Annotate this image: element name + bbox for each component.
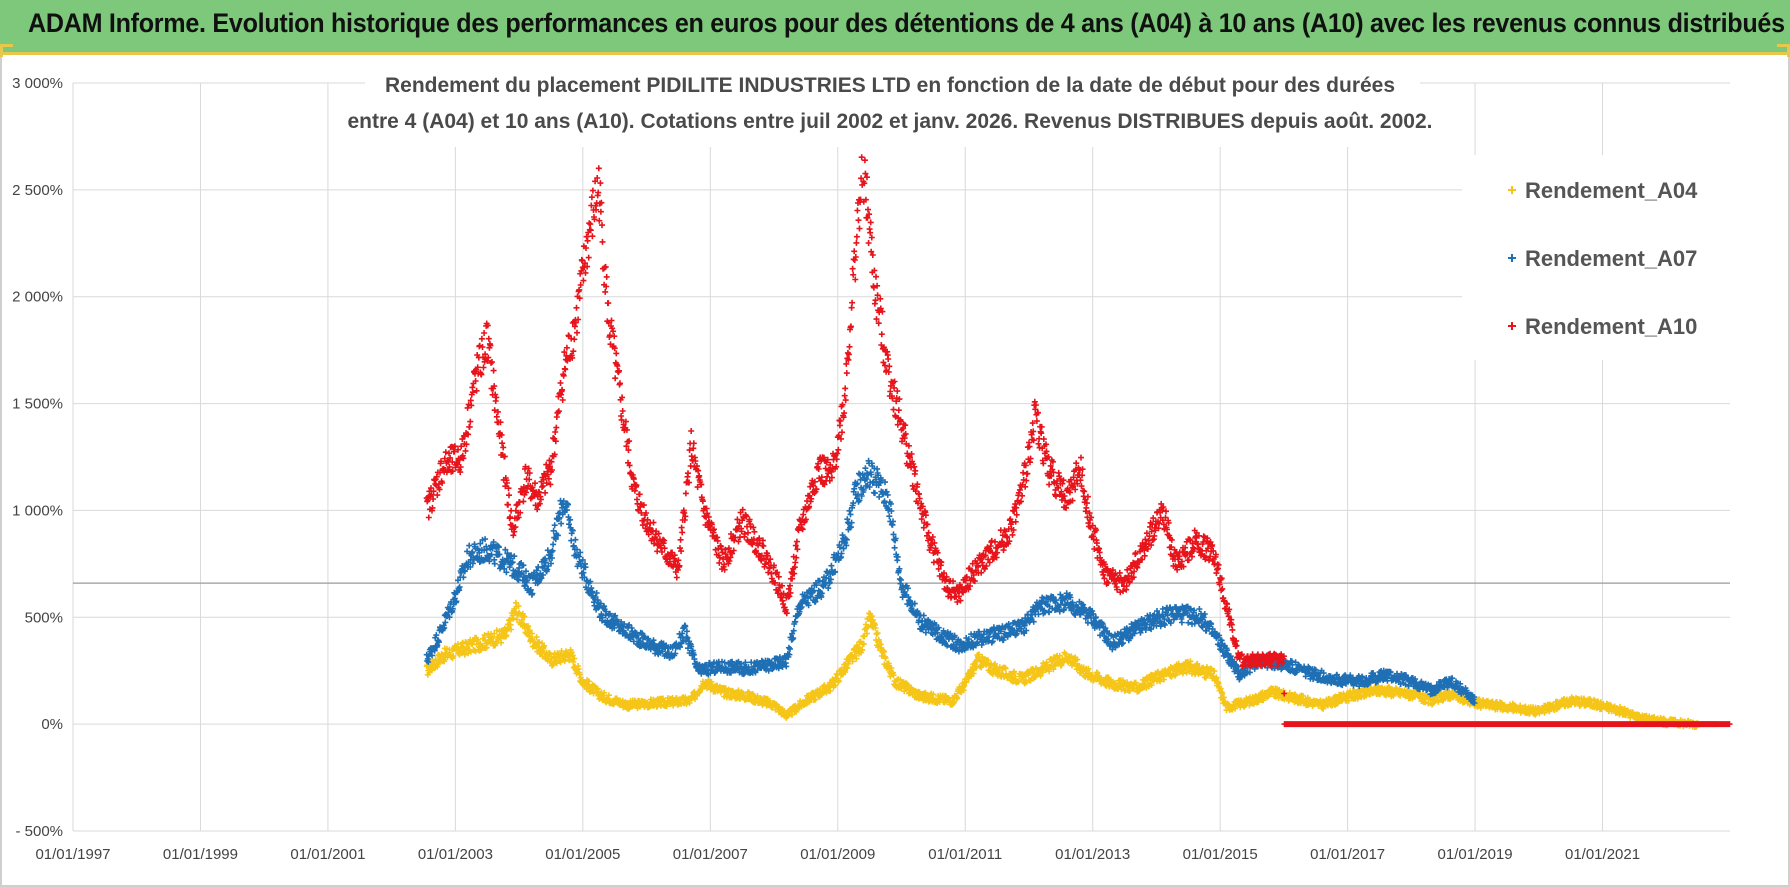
x-tick-label: 01/01/2009 xyxy=(800,846,875,863)
x-axis-ticks: 01/01/1997 01/01/1999 01/01/2001 01/01/2003… xyxy=(35,846,1640,863)
corner-marker-left xyxy=(0,44,13,57)
legend-items: Rendement_A04 Rendement_A07 Rendement_A10 xyxy=(1508,178,1698,339)
series-Rendement_A04 xyxy=(423,599,1720,730)
x-tick-label: 01/01/2019 xyxy=(1438,846,1513,863)
x-tick-label: 01/01/2013 xyxy=(1055,846,1130,863)
chart-title-box xyxy=(365,65,1420,147)
y-tick-label: 3 000% xyxy=(12,75,63,92)
chart-title-line-2: entre 4 (A04) et 10 ans (A10). Cotations… xyxy=(348,110,1433,133)
legend-marker xyxy=(1508,322,1516,330)
y-tick-label: 500% xyxy=(25,609,63,626)
y-tick-label: - 500% xyxy=(15,823,63,840)
y-tick-label: 2 000% xyxy=(12,289,63,306)
series-Rendement_A10 xyxy=(423,140,1733,728)
x-tick-label: 01/01/2017 xyxy=(1310,846,1385,863)
x-tick-label: 01/01/1997 xyxy=(35,846,110,863)
x-tick-label: 01/01/2005 xyxy=(545,846,620,863)
legend-label: Rendement_A10 xyxy=(1525,314,1697,339)
legend-marker xyxy=(1508,186,1516,194)
legend-marker xyxy=(1508,254,1516,262)
x-tick-label: 01/01/2007 xyxy=(673,846,748,863)
series-Rendement_A07 xyxy=(423,457,1478,706)
y-axis-ticks: 3 000% 2 500% 2 000% 1 500% 1 000% 500% 0% - 50… xyxy=(12,75,63,840)
x-tick-label: 01/01/2011 xyxy=(928,846,1002,863)
series-markers-Rendement_A07 xyxy=(423,457,1478,706)
x-tick-label: 01/01/2021 xyxy=(1565,846,1640,863)
x-tick-label: 01/01/2003 xyxy=(418,846,493,863)
legend-label: Rendement_A07 xyxy=(1525,246,1697,271)
corner-marker-right xyxy=(1777,44,1790,57)
legend xyxy=(1462,155,1732,360)
y-tick-label: 0% xyxy=(41,716,63,733)
series-markers-Rendement_A04 xyxy=(423,599,1720,730)
series-markers-Rendement_A10 xyxy=(423,140,1733,728)
series-layer xyxy=(423,140,1733,730)
y-tick-label: 1 500% xyxy=(12,396,63,413)
x-tick-label: 01/01/2015 xyxy=(1183,846,1258,863)
chart-title-line-1: Rendement du placement PIDILITE INDUSTRI… xyxy=(385,74,1395,97)
legend-label: Rendement_A04 xyxy=(1525,178,1698,203)
x-tick-label: 01/01/2001 xyxy=(290,846,365,863)
banner-title: ADAM Informe. Evolution historique des p… xyxy=(28,8,1785,38)
y-tick-label: 2 500% xyxy=(12,182,63,199)
header-banner: ADAM Informe. Evolution historique des p… xyxy=(0,0,1790,55)
y-tick-label: 1 000% xyxy=(12,502,63,519)
x-tick-label: 01/01/1999 xyxy=(163,846,238,863)
